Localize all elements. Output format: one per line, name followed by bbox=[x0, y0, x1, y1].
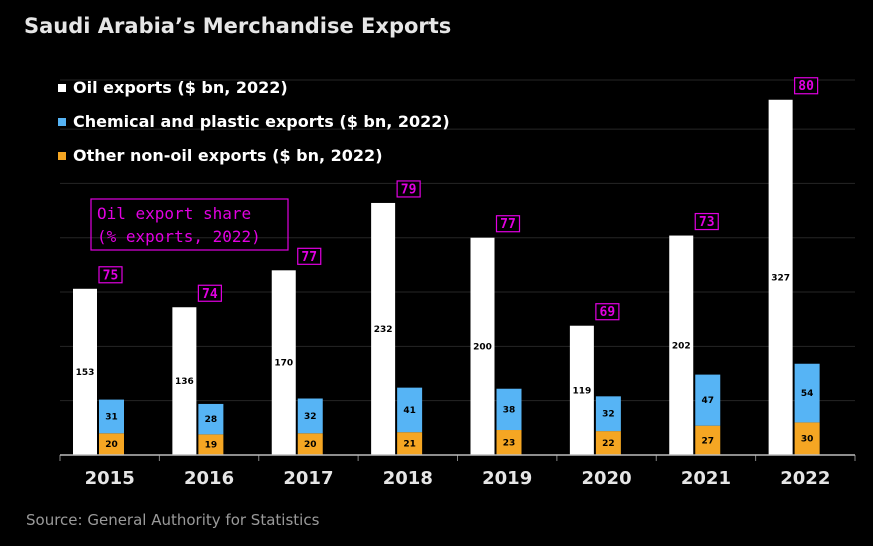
share-label: 80 bbox=[798, 79, 814, 94]
share-label: 77 bbox=[301, 250, 317, 265]
bar-oil bbox=[371, 202, 396, 455]
x-tick-label: 2017 bbox=[283, 468, 333, 489]
bar-chemical bbox=[595, 396, 621, 432]
label-other: 30 bbox=[801, 435, 814, 445]
x-tick-label: 2021 bbox=[681, 468, 731, 489]
label-oil: 202 bbox=[672, 341, 691, 351]
bar-other bbox=[99, 433, 124, 455]
share-label: 73 bbox=[699, 215, 715, 230]
label-oil: 153 bbox=[76, 368, 95, 378]
bar-chemical bbox=[99, 399, 124, 434]
label-chemical: 32 bbox=[602, 410, 615, 420]
share-annotation-line2: (% exports, 2022) bbox=[97, 227, 261, 246]
share-box bbox=[694, 212, 719, 231]
label-oil: 327 bbox=[771, 273, 790, 283]
share-label: 69 bbox=[600, 305, 616, 320]
bar-other bbox=[695, 425, 721, 455]
label-other: 23 bbox=[503, 439, 516, 449]
bar-oil bbox=[73, 288, 97, 455]
x-axis: 2015 2016 2017 2018 2019 2020 2021 2022 bbox=[59, 454, 856, 489]
share-box bbox=[595, 303, 620, 321]
label-oil: 170 bbox=[274, 359, 293, 369]
legend-label: Oil exports ($ bn, 2022) bbox=[73, 78, 288, 97]
share-box bbox=[297, 247, 322, 265]
label-chemical: 32 bbox=[304, 412, 317, 422]
x-tick-label: 2016 bbox=[184, 468, 234, 489]
x-tick-label: 2018 bbox=[383, 468, 433, 489]
bar-other bbox=[198, 434, 224, 455]
share-label: 79 bbox=[401, 182, 417, 197]
label-chemical: 54 bbox=[801, 389, 814, 399]
bar-oil bbox=[470, 237, 495, 455]
share-box bbox=[794, 77, 819, 95]
legend: Oil exports ($ bn, 2022) Chemical and pla… bbox=[58, 78, 450, 165]
label-other: 22 bbox=[602, 439, 615, 449]
label-chemical: 41 bbox=[403, 406, 416, 416]
bar-other bbox=[595, 431, 621, 455]
label-oil: 200 bbox=[473, 342, 492, 352]
share-box bbox=[197, 284, 222, 302]
bar-chemical bbox=[297, 398, 323, 434]
x-tick-label: 2022 bbox=[780, 468, 830, 489]
label-oil: 232 bbox=[374, 325, 393, 335]
x-tick-label: 2015 bbox=[85, 468, 135, 489]
value-labels: 153 20 31 136 19 28 170 20 32 232 21 41 200 23 38 119 22… bbox=[76, 273, 814, 450]
share-box bbox=[98, 266, 123, 284]
bar-oil bbox=[569, 325, 594, 455]
label-chemical: 38 bbox=[503, 405, 516, 415]
share-annotation-line1: Oil export share bbox=[97, 204, 251, 223]
label-oil: 136 bbox=[175, 377, 194, 387]
bars bbox=[73, 99, 820, 455]
share-box bbox=[495, 215, 521, 233]
legend-swatch bbox=[58, 152, 66, 160]
share-label: 75 bbox=[103, 268, 119, 283]
legend-label: Chemical and plastic exports ($ bn, 2022… bbox=[73, 112, 450, 131]
bar-oil bbox=[768, 99, 793, 455]
label-other: 27 bbox=[701, 436, 714, 446]
bar-oil bbox=[669, 235, 694, 455]
legend-label: Other non-oil exports ($ bn, 2022) bbox=[73, 146, 383, 165]
label-chemical: 28 bbox=[205, 415, 218, 425]
share-labels: 75 74 77 79 77 69 73 80 bbox=[98, 77, 819, 321]
share-label: 77 bbox=[500, 217, 516, 232]
bar-chemical bbox=[496, 388, 522, 431]
share-annotation: Oil export share (% exports, 2022) bbox=[90, 198, 289, 251]
x-tick-label: 2019 bbox=[482, 468, 532, 489]
label-other: 21 bbox=[403, 440, 416, 450]
share-box bbox=[396, 180, 421, 198]
label-other: 20 bbox=[105, 440, 118, 450]
bar-other bbox=[794, 422, 820, 455]
bar-chemical bbox=[198, 403, 224, 435]
source-note: Source: General Authority for Statistics bbox=[26, 511, 320, 529]
bar-oil bbox=[271, 270, 296, 455]
bar-other bbox=[397, 432, 423, 455]
bar-other bbox=[496, 430, 522, 455]
bar-chemical bbox=[397, 387, 423, 433]
share-annotation-box bbox=[90, 198, 289, 251]
label-other: 19 bbox=[205, 441, 218, 451]
label-oil: 119 bbox=[572, 386, 591, 396]
legend-swatch bbox=[58, 84, 66, 92]
label-chemical: 31 bbox=[105, 412, 118, 422]
label-other: 20 bbox=[304, 440, 317, 450]
bar-chemical bbox=[794, 363, 820, 423]
chart-title: Saudi Arabia’s Merchandise Exports bbox=[24, 14, 451, 38]
legend-swatch bbox=[58, 118, 66, 126]
bar-chemical bbox=[695, 374, 721, 426]
label-chemical: 47 bbox=[701, 396, 714, 406]
share-label: 74 bbox=[202, 287, 218, 302]
x-tick-label: 2020 bbox=[582, 468, 632, 489]
bar-oil bbox=[172, 307, 197, 455]
bar-other bbox=[297, 433, 323, 455]
